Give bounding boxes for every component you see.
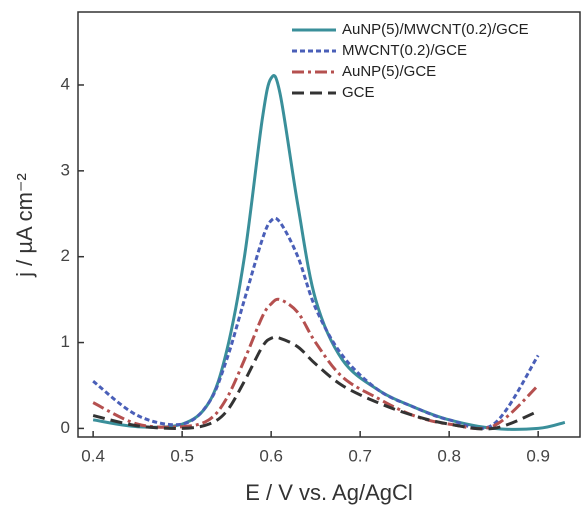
series-line <box>92 335 539 431</box>
x-tick-label: 0.4 <box>81 446 105 465</box>
x-axis-title: E / V vs. Ag/AgCl <box>245 480 413 505</box>
x-tick-label: 0.6 <box>259 446 283 465</box>
y-tick-label: 2 <box>61 246 70 265</box>
y-tick-label: 1 <box>61 332 70 351</box>
legend-text: MWCNT(0.2)/GCE <box>342 42 467 59</box>
y-tick-label: 4 <box>61 74 70 93</box>
x-tick-label: 0.8 <box>437 446 461 465</box>
y-tick-label: 0 <box>61 418 70 437</box>
legend-text: AuNP(5)/MWCNT(0.2)/GCE <box>342 21 529 38</box>
y-axis-title: j / µA cm⁻² <box>12 173 37 278</box>
legend-text: GCE <box>342 84 375 101</box>
x-tick-label: 0.9 <box>526 446 550 465</box>
x-tick-label: 0.5 <box>170 446 194 465</box>
legend-text: AuNP(5)/GCE <box>342 63 436 80</box>
y-tick-label: 3 <box>61 160 70 179</box>
series-line <box>92 216 540 430</box>
plot-frame <box>77 11 581 438</box>
x-tick-label: 0.7 <box>348 446 372 465</box>
